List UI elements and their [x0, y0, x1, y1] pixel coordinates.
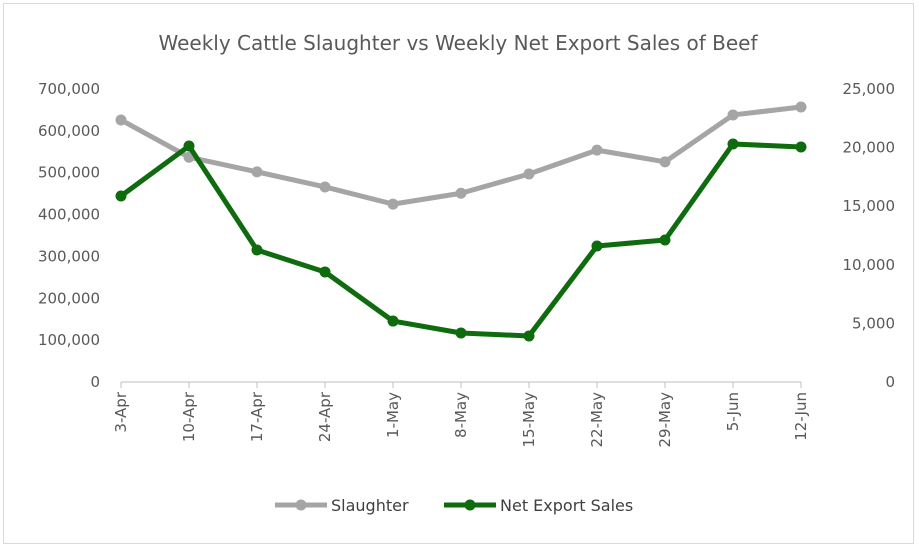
- data-point: [115, 190, 127, 202]
- y-right-tick-label: 15,000: [843, 197, 896, 215]
- data-point: [591, 240, 603, 252]
- y-right-tick-label: 10,000: [843, 256, 896, 274]
- y-right-tick-label: 0: [885, 373, 895, 391]
- data-point: [523, 330, 535, 342]
- x-tick-label: 3-Apr: [112, 391, 130, 432]
- y-left-tick-label: 500,000: [38, 164, 100, 182]
- data-point: [115, 114, 127, 126]
- y-left-tick-label: 700,000: [38, 80, 100, 98]
- data-point: [455, 327, 467, 339]
- x-tick-label: 29-May: [656, 392, 674, 448]
- x-tick-label: 1-May: [384, 392, 402, 438]
- data-point: [659, 234, 671, 246]
- data-point: [319, 181, 331, 193]
- y-left-tick-label: 300,000: [38, 247, 100, 265]
- data-point: [659, 156, 671, 168]
- y-left-tick-label: 200,000: [38, 289, 100, 307]
- data-point: [523, 168, 535, 180]
- x-tick-label: 5-Jun: [724, 392, 742, 431]
- x-tick-label: 12-Jun: [792, 392, 810, 441]
- data-point: [795, 101, 807, 113]
- y-right-tick-label: 25,000: [843, 80, 896, 98]
- y-right-tick-label: 20,000: [843, 139, 896, 157]
- data-point: [455, 187, 467, 199]
- x-tick-label: 24-Apr: [316, 391, 334, 442]
- y-left-tick-label: 400,000: [38, 206, 100, 224]
- y-left-tick-label: 0: [90, 373, 100, 391]
- data-point: [251, 244, 263, 256]
- data-point: [591, 144, 603, 156]
- y-right-tick-label: 5,000: [852, 314, 895, 332]
- x-tick-label: 17-Apr: [248, 391, 266, 442]
- data-point: [319, 266, 331, 278]
- x-tick-label: 22-May: [588, 392, 606, 448]
- x-tick-label: 10-Apr: [180, 391, 198, 442]
- legend-marker: [464, 499, 476, 511]
- data-point: [727, 138, 739, 150]
- legend-marker: [295, 499, 307, 511]
- data-point: [727, 109, 739, 121]
- y-left-tick-label: 100,000: [38, 331, 100, 349]
- data-point: [387, 315, 399, 327]
- x-tick-label: 15-May: [520, 392, 538, 448]
- data-point: [183, 140, 195, 152]
- chart-title: Weekly Cattle Slaughter vs Weekly Net Ex…: [159, 31, 759, 55]
- data-point: [387, 198, 399, 210]
- data-point: [251, 166, 263, 178]
- data-point: [795, 141, 807, 153]
- x-tick-label: 8-May: [452, 392, 470, 438]
- chart-border: [3, 3, 914, 544]
- legend-label: Slaughter: [331, 496, 409, 515]
- legend-label: Net Export Sales: [500, 496, 633, 515]
- y-left-tick-label: 600,000: [38, 122, 100, 140]
